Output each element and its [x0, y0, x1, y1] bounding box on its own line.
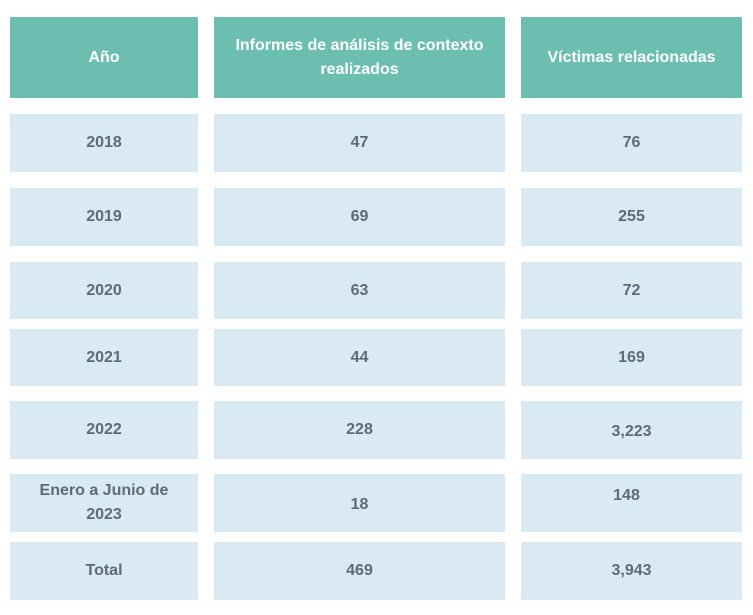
table-cell-reports: 228 [214, 401, 505, 459]
header-victims: Víctimas relacionadas [521, 17, 742, 98]
table-cell-victims: 255 [521, 188, 742, 246]
table-cell-victims: 169 [521, 329, 742, 386]
table-cell-victims: 148 [521, 474, 742, 532]
table-cell-year: 2018 [10, 114, 198, 172]
table-cell-total-victims: 3,943 [521, 542, 742, 600]
header-reports: Informes de análisis de contexto realiza… [214, 17, 505, 98]
table-cell-year: Enero a Junio de 2023 [10, 474, 198, 532]
table-cell-reports: 69 [214, 188, 505, 246]
table-cell-year: 2019 [10, 188, 198, 246]
table-cell-victims: 72 [521, 262, 742, 319]
table-cell-total-label: Total [10, 542, 198, 600]
table-cell-victims: 76 [521, 114, 742, 172]
header-year: Año [10, 17, 198, 98]
table-cell-year: 2021 [10, 329, 198, 386]
table-cell-total-reports: 469 [214, 542, 505, 600]
table-cell-reports: 63 [214, 262, 505, 319]
table-cell-year: 2020 [10, 262, 198, 319]
table-cell-victims: 3,223 [521, 401, 742, 459]
table-cell-year: 2022 [10, 401, 198, 459]
table-cell-reports: 44 [214, 329, 505, 386]
table-cell-reports: 47 [214, 114, 505, 172]
table-cell-reports: 18 [214, 474, 505, 532]
